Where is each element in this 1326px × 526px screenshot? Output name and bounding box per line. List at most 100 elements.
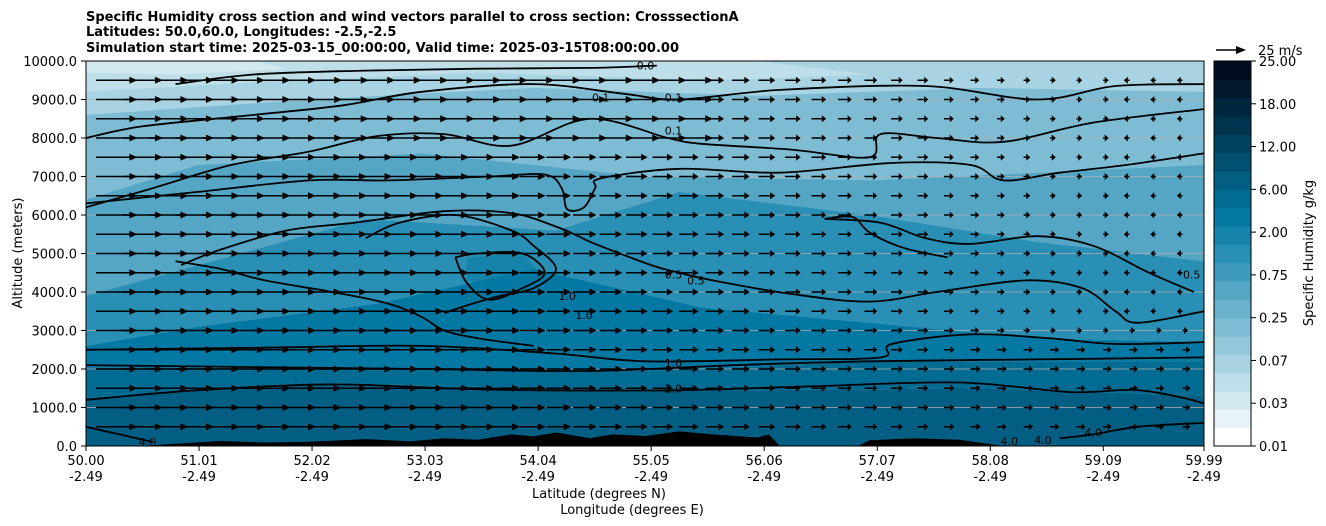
contour-line-10: [86, 333, 1204, 363]
x-tick-lon-9: -2.49: [1086, 470, 1120, 485]
wind-vector-head-739: [770, 96, 776, 103]
chart-title-line-1: Specific Humidity cross section and wind…: [86, 10, 739, 25]
wind-vector-head-562: [537, 173, 546, 180]
wind-vector-head-111: [821, 384, 827, 392]
wind-vector-head-402: [744, 250, 750, 257]
wind-vector-head-286: [1000, 307, 1005, 315]
wind-vector-head-306: [435, 288, 444, 296]
wind-vector-head-20: [641, 423, 648, 431]
wind-vector-layer: [96, 76, 1191, 431]
wind-vector-head-749: [1026, 96, 1031, 103]
wind-vector-head-101: [563, 384, 572, 392]
wind-vector-head-82: [1160, 404, 1165, 411]
wind-vector-head-28: [847, 423, 852, 431]
colorbar-band-9: [1214, 262, 1251, 282]
wind-vector-head-356: [641, 269, 648, 277]
x-tick-lon-6: -2.49: [747, 470, 781, 485]
wind-vector-head-476: [486, 211, 495, 219]
wind-vector-head-110: [795, 384, 801, 392]
wind-vector-head-316: [692, 288, 699, 296]
wind-vector-head-605: [563, 153, 572, 161]
wind-vector-head-335: [1176, 288, 1181, 296]
wind-vector-head-364: [847, 269, 852, 277]
colorbar-band-1: [1214, 409, 1251, 429]
y-tick-label-3: 3000.0: [32, 325, 78, 340]
wind-vector-head-707: [1026, 115, 1031, 123]
y-axis-ticks: 0.0 1000.0 2000.0 3000.0 4000.0 5000.0 6000.0 7…: [23, 55, 86, 455]
y-tick-label-5: 5000.0: [32, 248, 78, 263]
terrain-layer: [86, 431, 1204, 446]
wind-vector-head-22: [692, 423, 699, 431]
wind-vector-head-417: [1123, 250, 1128, 257]
wind-vector-head-56: [486, 404, 495, 411]
y-tick-label-10: 10000.0: [23, 55, 77, 70]
wind-vector-head-228: [589, 327, 597, 334]
wind-vector-head-115: [924, 384, 929, 392]
x-tick-lat-7: 57.07: [859, 454, 896, 469]
wind-vector-head-162: [1055, 365, 1060, 373]
colorbar-bands: [1214, 61, 1251, 447]
wind-vector-head-445: [770, 230, 776, 238]
wind-vector-head-120: [1055, 384, 1060, 392]
wind-vector-head-334: [1150, 288, 1155, 296]
wind-vector-head-439: [615, 230, 623, 238]
wind-vector-head-167: [1186, 365, 1191, 373]
wind-vector-head-582: [1051, 173, 1056, 180]
wind-vector-head-14: [486, 423, 495, 431]
wind-vector-head-30: [898, 423, 903, 431]
wind-vector-head-475: [461, 211, 470, 219]
wind-vector-head-250: [1157, 327, 1162, 334]
y-tick-label-2: 2000.0: [32, 363, 78, 378]
wind-vector-head-610: [692, 153, 699, 161]
wind-vector-head-517: [461, 192, 470, 200]
wind-vector-head-65: [718, 404, 725, 411]
contour-label-layer: 0.0 0.1 0.1 0.1 0.5 0.5 1.0 1.0 1.0 2.0 4.0 4.0 4.0 4…: [139, 61, 1201, 448]
wind-vector-head-235: [770, 327, 776, 334]
contour-label-9: 2.0: [665, 382, 683, 395]
wind-vector-head-620: [949, 153, 954, 161]
wind-vector-head-405: [821, 250, 827, 257]
wind-vector-head-376: [1150, 269, 1155, 277]
wind-vector-head-268: [537, 307, 546, 315]
wind-vector-head-189: [666, 346, 674, 354]
wind-vector-head-58: [537, 404, 546, 411]
wind-vector-head-603: [512, 153, 521, 161]
wind-vector-head-571: [770, 173, 776, 180]
wind-vector-head-21: [666, 423, 674, 431]
wind-vector-head-391: [461, 250, 470, 257]
x-tick-lat-2: 52.02: [293, 454, 330, 469]
colorbar-tick-label-0: 0.01: [1259, 440, 1288, 455]
wind-vector-head-797: [1176, 76, 1181, 84]
wind-vector-head-489: [821, 211, 827, 219]
wind-vector-head-31: [924, 423, 929, 431]
wind-vector-head-454: [1000, 230, 1005, 238]
wind-vector-head-281: [873, 307, 878, 315]
wind-vector-head-366: [898, 269, 903, 277]
wind-vector-head-102: [589, 384, 597, 392]
wind-vector-head-202: [1002, 346, 1007, 354]
x-tick-lon-8: -2.49: [973, 470, 1007, 485]
wind-vector-head-529: [770, 192, 776, 200]
wind-vector-head-197: [873, 346, 878, 354]
x-tick-lon-3: -2.49: [408, 470, 442, 485]
wind-vector-head-149: [718, 365, 725, 373]
wind-vector-head-248: [1104, 327, 1109, 334]
wind-vector-head-410: [949, 250, 954, 257]
wind-vector-head-697: [770, 115, 776, 123]
wind-vector-head-785: [873, 76, 878, 84]
contour-label-8: 1.0: [665, 357, 683, 370]
contour-line-3: [86, 152, 1204, 212]
wind-vector-head-786: [898, 76, 903, 84]
wind-vector-head-247: [1078, 327, 1083, 334]
colorbar-tick-label-6: 6.00: [1259, 183, 1288, 198]
wind-vector-head-39: [1133, 423, 1138, 431]
wind-vector-head-246: [1051, 327, 1056, 334]
contour-line-12: [86, 381, 1204, 416]
contour-label-11: 4.0: [1001, 435, 1019, 448]
wind-vector-head-485: [718, 211, 725, 219]
wind-vector-head-392: [486, 250, 495, 257]
wind-vector-head-372: [1051, 269, 1056, 277]
wind-vector-head-622: [1000, 153, 1005, 161]
wind-vector-head-662: [949, 134, 954, 142]
humidity-region-5: [86, 191, 1204, 346]
